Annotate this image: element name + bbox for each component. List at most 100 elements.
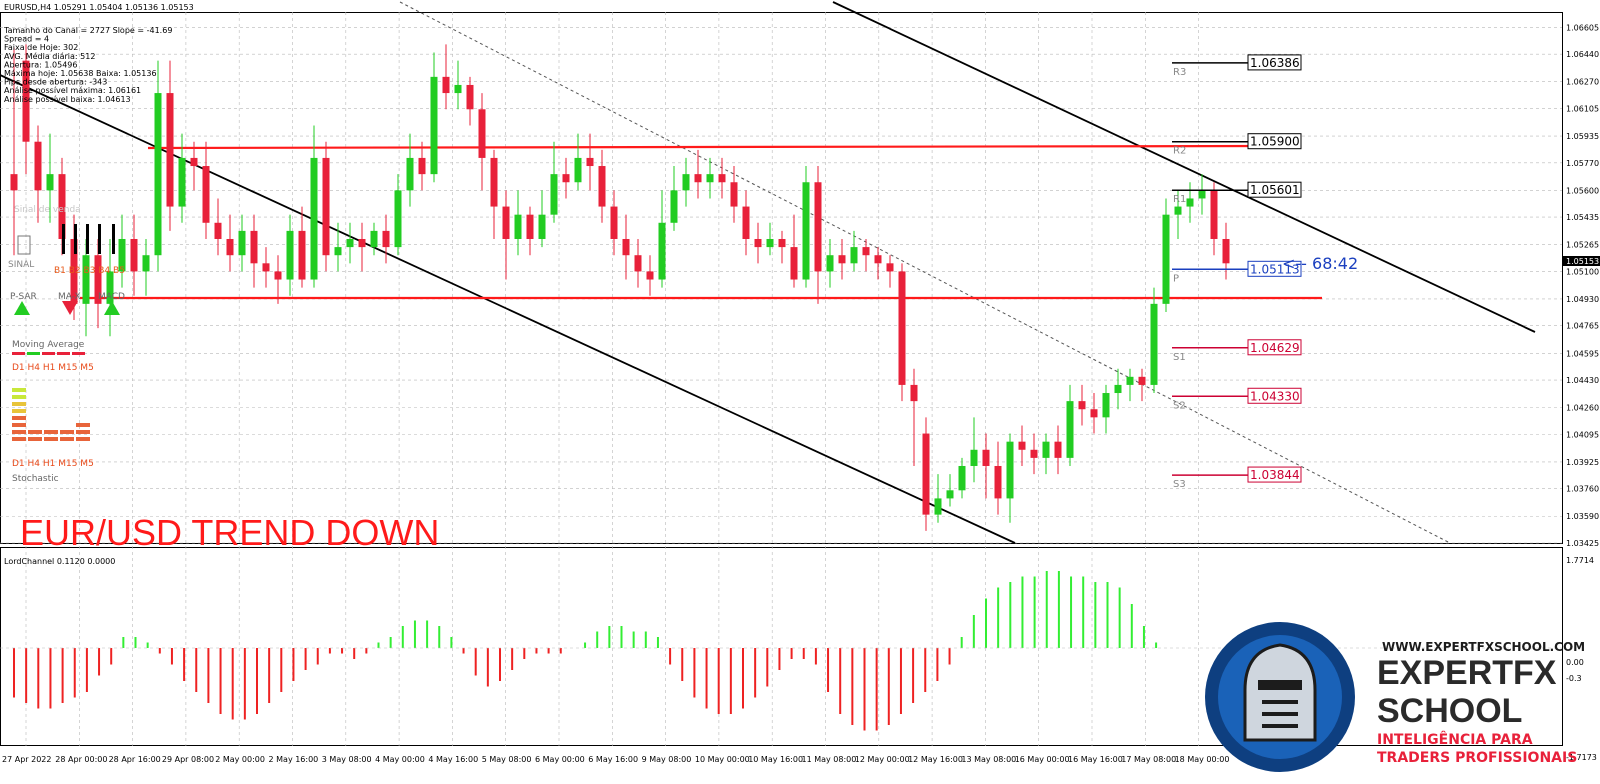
candle-body	[370, 230, 378, 248]
pivot-price: 1.06386	[1250, 56, 1300, 70]
candle-body	[1018, 441, 1026, 450]
y-tick-label: 1.05600	[1566, 186, 1599, 195]
stoch-segment	[12, 416, 26, 420]
candle-body	[490, 157, 498, 207]
osc-frame	[0, 547, 1563, 746]
stoch-segment	[76, 423, 90, 427]
ma-bar	[12, 352, 25, 355]
pivot-name: S2	[1173, 400, 1186, 411]
stoch-segment	[12, 423, 26, 427]
candle-body	[22, 60, 30, 142]
x-tick-label: 2 May 00:00	[215, 755, 265, 764]
candles	[10, 44, 1230, 531]
candle-body	[382, 230, 390, 248]
y-tick-label: 1.03425	[1566, 539, 1599, 548]
y-tick-label: 1.05935	[1566, 132, 1599, 141]
candle-body	[550, 174, 558, 215]
candle-body	[274, 271, 282, 280]
osc-scale-top: 1.7714	[1566, 556, 1594, 565]
signal-bar	[62, 224, 65, 254]
panel-icons	[12, 224, 120, 441]
candle-body	[622, 238, 630, 256]
info-line: Pips desde abertura: -343	[4, 78, 107, 87]
y-tick-label: 1.05770	[1566, 159, 1599, 168]
candle-body	[802, 182, 810, 280]
candle-body	[154, 93, 162, 256]
candle-body	[406, 157, 414, 191]
candle-body	[958, 465, 966, 491]
sell-signal-text: Sinal de venda	[14, 205, 81, 215]
candle-body	[850, 247, 858, 264]
pivot-name: S3	[1173, 479, 1186, 490]
candle-body	[262, 263, 270, 272]
stoch-segment	[60, 430, 74, 434]
candle-body	[1066, 401, 1074, 458]
brand-tagline-2: TRADERS PROFISSIONAIS	[1377, 750, 1577, 766]
pivot-price: 1.04629	[1250, 341, 1300, 355]
osc-scale-zero: 0.00	[1566, 658, 1584, 667]
candle-body	[982, 449, 990, 466]
candle-body	[1222, 238, 1230, 264]
pivot-price: 1.04330	[1250, 389, 1300, 403]
candle-body	[598, 166, 606, 207]
info-lines: Tamanho do Canal = 2727 Slope = -41.69Sp…	[3, 26, 172, 104]
stochastic-label: Stochastic	[12, 474, 59, 484]
pivot-price: 1.03844	[1250, 468, 1300, 482]
x-tick-label: 28 Apr 00:00	[55, 755, 107, 764]
info-line: Faixa de Hoje: 302	[4, 43, 78, 52]
brand-tagline-1: INTELIGÊNCIA PARA	[1377, 731, 1533, 748]
signal-bar	[74, 224, 77, 254]
candle-body	[346, 238, 354, 248]
candle-body	[418, 157, 426, 175]
ma-bar	[72, 352, 85, 355]
candle-body	[442, 76, 450, 94]
candle-body	[790, 247, 798, 280]
osc-scale-neg: -0.3	[1566, 674, 1582, 683]
candle-body	[1162, 214, 1170, 304]
candle-body	[94, 255, 102, 304]
stoch-segment	[12, 402, 26, 406]
y-tick-label: 1.05265	[1566, 241, 1599, 250]
mas-label: MA-X	[58, 292, 81, 302]
candle-body	[166, 93, 174, 207]
candle-body	[946, 490, 954, 499]
pivot-name: R2	[1173, 146, 1186, 157]
current-price-tag	[1563, 256, 1600, 266]
candle-body	[298, 230, 306, 280]
candle-body	[922, 433, 930, 515]
indicator-label: LordChannel 0.1120 0.0000	[4, 557, 115, 566]
brand-url: WWW.EXPERTFXSCHOOL.COM	[1382, 640, 1585, 654]
price-frame	[0, 12, 1563, 544]
candle-body	[934, 498, 942, 515]
stoch-segment	[76, 437, 90, 441]
ma-bars	[12, 352, 85, 355]
pivot-name: R3	[1173, 67, 1186, 78]
pivot-price-box	[1247, 387, 1302, 404]
x-axis-labels: 27 Apr 2022 28 Apr 00:00 28 Apr 16:00 29 Ap…	[2, 755, 1229, 764]
x-tick-label: 3 May 08:00	[322, 755, 372, 764]
y-tick-label: 1.04260	[1566, 404, 1599, 413]
x-tick-label: 16 May 16:00	[1068, 755, 1123, 764]
hourglass-icon	[17, 235, 31, 255]
x-tick-label: 13 May 08:00	[961, 755, 1016, 764]
upper-channel-line	[832, 1, 1536, 333]
candle-body	[82, 255, 90, 304]
x-tick-label: 12 May 00:00	[855, 755, 910, 764]
oscillator	[0, 571, 1562, 731]
candle-body	[886, 263, 894, 272]
ma-bar	[57, 352, 70, 355]
candle-body	[1210, 190, 1218, 239]
ma-bar	[27, 352, 40, 355]
signal-bars	[62, 224, 115, 254]
signal-bar	[98, 224, 101, 254]
y-axis-labels: 1.06605 1.06440 1.06270 1.06105 1.05935 1.057…	[1566, 23, 1599, 548]
psar-label: P-SAR	[10, 292, 37, 302]
y-tick-label: 1.04095	[1566, 430, 1599, 439]
candle-body	[202, 166, 210, 223]
candle-body	[610, 206, 618, 239]
stoch-segment	[12, 388, 26, 392]
candle-body	[142, 255, 150, 272]
info-line: Análise possível baixa: 1.04613	[4, 95, 131, 104]
y-tick-label: 1.04765	[1566, 322, 1599, 331]
stoch-segment	[12, 430, 26, 434]
